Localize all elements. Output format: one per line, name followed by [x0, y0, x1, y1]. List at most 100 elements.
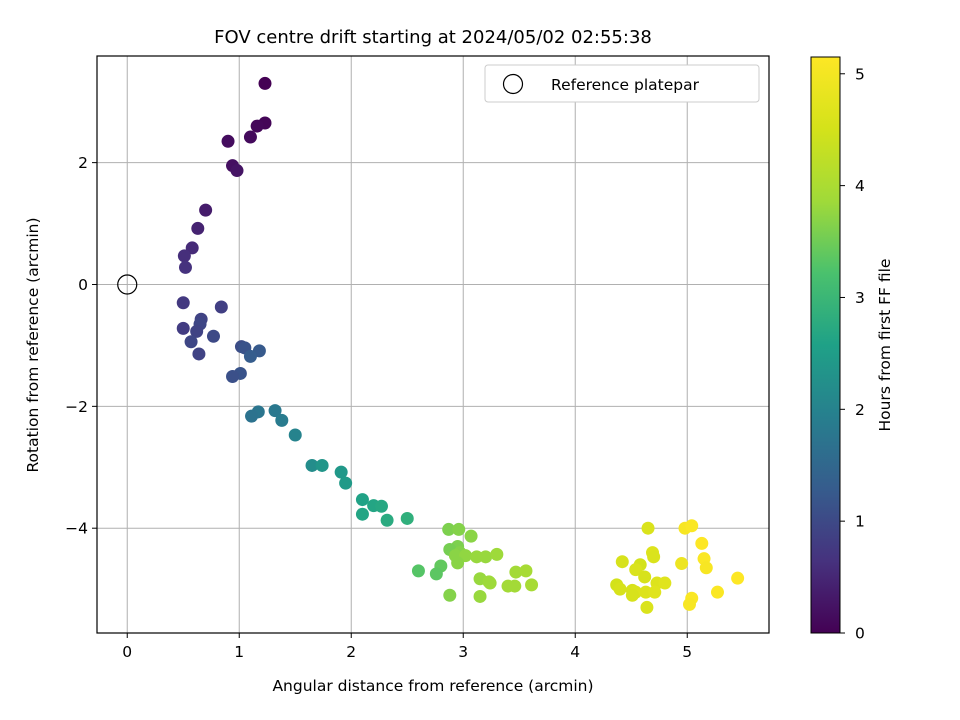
colorbar-label: Hours from first FF file — [876, 259, 894, 432]
data-point — [443, 588, 457, 602]
data-point — [508, 579, 522, 593]
data-point — [682, 597, 696, 611]
data-point — [675, 557, 689, 571]
legend-entry-label: Reference platepar — [551, 76, 700, 94]
data-point — [685, 519, 699, 533]
data-point — [490, 547, 504, 561]
data-point — [275, 413, 289, 427]
data-point — [192, 347, 206, 361]
data-point — [411, 564, 425, 578]
data-point — [442, 522, 456, 536]
data-point — [380, 513, 394, 527]
data-point — [250, 119, 264, 133]
data-point — [191, 221, 205, 235]
x-tick-label: 4 — [570, 643, 580, 661]
data-point — [214, 300, 228, 314]
x-tick-label: 2 — [346, 643, 356, 661]
data-point — [305, 458, 319, 472]
data-point — [638, 570, 652, 584]
legend-reference-marker — [502, 73, 524, 95]
colorbar-gradient — [810, 56, 841, 634]
x-tick-label: 3 — [458, 643, 468, 661]
data-point — [288, 428, 302, 442]
data-point — [479, 550, 493, 564]
data-point — [640, 600, 654, 614]
data-point — [177, 249, 191, 263]
data-point — [629, 563, 643, 577]
data-point — [176, 296, 190, 310]
x-tick-label: 0 — [122, 643, 132, 661]
data-point — [178, 260, 192, 274]
x-tick-label: 1 — [234, 643, 244, 661]
data-point — [429, 567, 443, 581]
data-point — [483, 576, 497, 590]
legend: Reference platepar — [484, 64, 760, 103]
data-point — [464, 529, 478, 543]
x-axis-ticks: 0 1 2 3 4 5 — [122, 633, 692, 661]
data-point — [639, 585, 653, 599]
colorbar: 0 1 2 3 4 5 Hours from first FF file — [810, 56, 894, 643]
data-point — [243, 130, 257, 144]
data-point — [400, 511, 414, 525]
data-point — [519, 564, 533, 578]
data-point — [190, 324, 204, 338]
colorbar-ticks: 0 1 2 3 4 5 — [840, 65, 865, 643]
data-points — [117, 76, 745, 614]
data-point — [452, 522, 466, 536]
data-point — [315, 458, 329, 472]
data-point — [355, 507, 369, 521]
data-point — [230, 164, 244, 178]
colorbar-tick-label: 3 — [855, 289, 865, 307]
data-point — [731, 571, 745, 585]
colorbar-tick-label: 1 — [855, 513, 865, 531]
data-point — [509, 565, 523, 579]
y-axis-ticks: −4 −2 0 2 — [65, 154, 97, 538]
plot-frame — [96, 55, 770, 634]
data-point — [648, 585, 662, 599]
data-point — [699, 561, 713, 575]
data-point — [451, 556, 465, 570]
data-point — [647, 550, 661, 564]
data-point — [695, 536, 709, 550]
grid-lines — [97, 56, 769, 633]
x-axis-label: Angular distance from reference (arcmin) — [272, 677, 593, 695]
legend-box — [484, 64, 760, 103]
data-point — [184, 335, 198, 349]
data-point — [185, 241, 199, 255]
data-point — [221, 134, 235, 148]
data-point — [710, 585, 724, 599]
data-point — [226, 369, 240, 383]
data-point — [199, 203, 213, 217]
data-point — [258, 76, 272, 90]
data-point — [268, 404, 282, 418]
data-point — [473, 589, 487, 603]
data-point — [613, 582, 627, 596]
data-point — [470, 550, 484, 564]
data-point — [658, 576, 672, 590]
y-tick-label: −4 — [65, 520, 88, 538]
colorbar-tick-label: 4 — [855, 177, 865, 195]
data-point — [245, 409, 259, 423]
data-point — [339, 476, 353, 490]
colorbar-tick-label: 2 — [855, 401, 865, 419]
reference-platepar-marker — [117, 274, 138, 295]
colorbar-tick-label: 5 — [855, 65, 865, 83]
y-axis-label: Rotation from reference (arcmin) — [24, 217, 42, 472]
data-point — [243, 349, 257, 363]
y-tick-label: 0 — [78, 276, 88, 294]
chart-title: FOV centre drift starting at 2024/05/02 … — [214, 27, 652, 48]
y-tick-label: 2 — [78, 154, 88, 172]
data-point — [206, 329, 220, 343]
data-point — [334, 465, 348, 479]
data-point — [374, 499, 388, 513]
y-tick-label: −2 — [65, 398, 88, 416]
x-tick-label: 5 — [682, 643, 692, 661]
data-point — [176, 321, 190, 335]
data-point — [641, 521, 655, 535]
data-point — [625, 588, 639, 602]
colorbar-tick-label: 0 — [855, 625, 865, 643]
data-point — [615, 555, 629, 569]
data-point — [355, 493, 369, 507]
data-point — [525, 578, 539, 592]
